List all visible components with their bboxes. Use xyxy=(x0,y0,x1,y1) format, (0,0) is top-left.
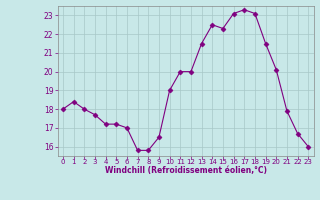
X-axis label: Windchill (Refroidissement éolien,°C): Windchill (Refroidissement éolien,°C) xyxy=(105,166,267,175)
